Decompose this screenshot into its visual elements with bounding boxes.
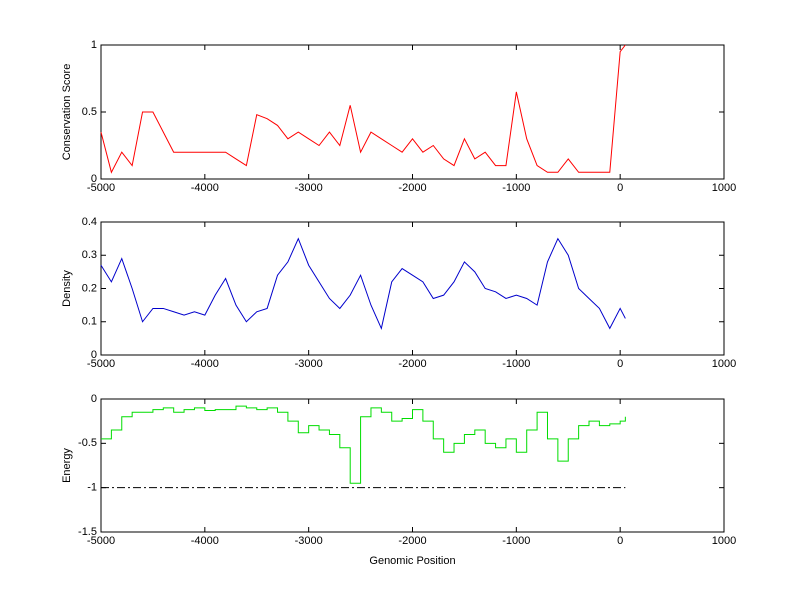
y-tick-label: 1 (91, 39, 97, 51)
x-tick-label: -1000 (502, 535, 530, 547)
x-tick-label: 0 (617, 358, 623, 370)
x-tick-label: -5000 (87, 535, 115, 547)
x-tick-label: 0 (617, 182, 623, 194)
x-tick-label: -4000 (191, 182, 219, 194)
axes-box (100, 221, 725, 356)
y-tick-label: -1 (87, 482, 97, 494)
x-tick-label: 1000 (712, 535, 736, 547)
y-tick-label: 0.1 (82, 316, 97, 328)
y-axis-label: Conservation Score (61, 64, 73, 161)
y-tick-label: 0 (91, 393, 97, 405)
y-tick-label: 0.4 (82, 216, 97, 228)
x-tick-label: -3000 (295, 182, 323, 194)
x-tick-label: -5000 (87, 182, 115, 194)
axes-box (100, 44, 725, 180)
x-tick-label: 1000 (712, 182, 736, 194)
y-tick-label: -1.5 (78, 526, 97, 538)
y-axis-label: Density (61, 270, 73, 307)
x-axis-label: Genomic Position (369, 555, 455, 567)
x-tick-label: -1000 (502, 182, 530, 194)
y-tick-label: 0 (91, 349, 97, 361)
y-tick-label: 0.2 (82, 282, 97, 294)
x-tick-label: 0 (617, 535, 623, 547)
data-line (100, 44, 626, 174)
x-tick-label: -2000 (398, 358, 426, 370)
x-tick-label: -5000 (87, 358, 115, 370)
data-line (100, 237, 626, 330)
y-tick-label: -0.5 (78, 437, 97, 449)
x-tick-label: -2000 (398, 182, 426, 194)
x-tick-label: 1000 (712, 358, 736, 370)
x-tick-label: -1000 (502, 358, 530, 370)
x-tick-label: -3000 (295, 358, 323, 370)
y-tick-label: 0 (91, 173, 97, 185)
x-tick-label: -4000 (191, 358, 219, 370)
x-tick-label: -4000 (191, 535, 219, 547)
y-axis-label: Energy (61, 448, 73, 483)
y-tick-label: 0.3 (82, 249, 97, 261)
x-tick-label: -3000 (295, 535, 323, 547)
x-tick-label: -2000 (398, 535, 426, 547)
data-line (101, 405, 626, 484)
y-tick-label: 0.5 (82, 106, 97, 118)
